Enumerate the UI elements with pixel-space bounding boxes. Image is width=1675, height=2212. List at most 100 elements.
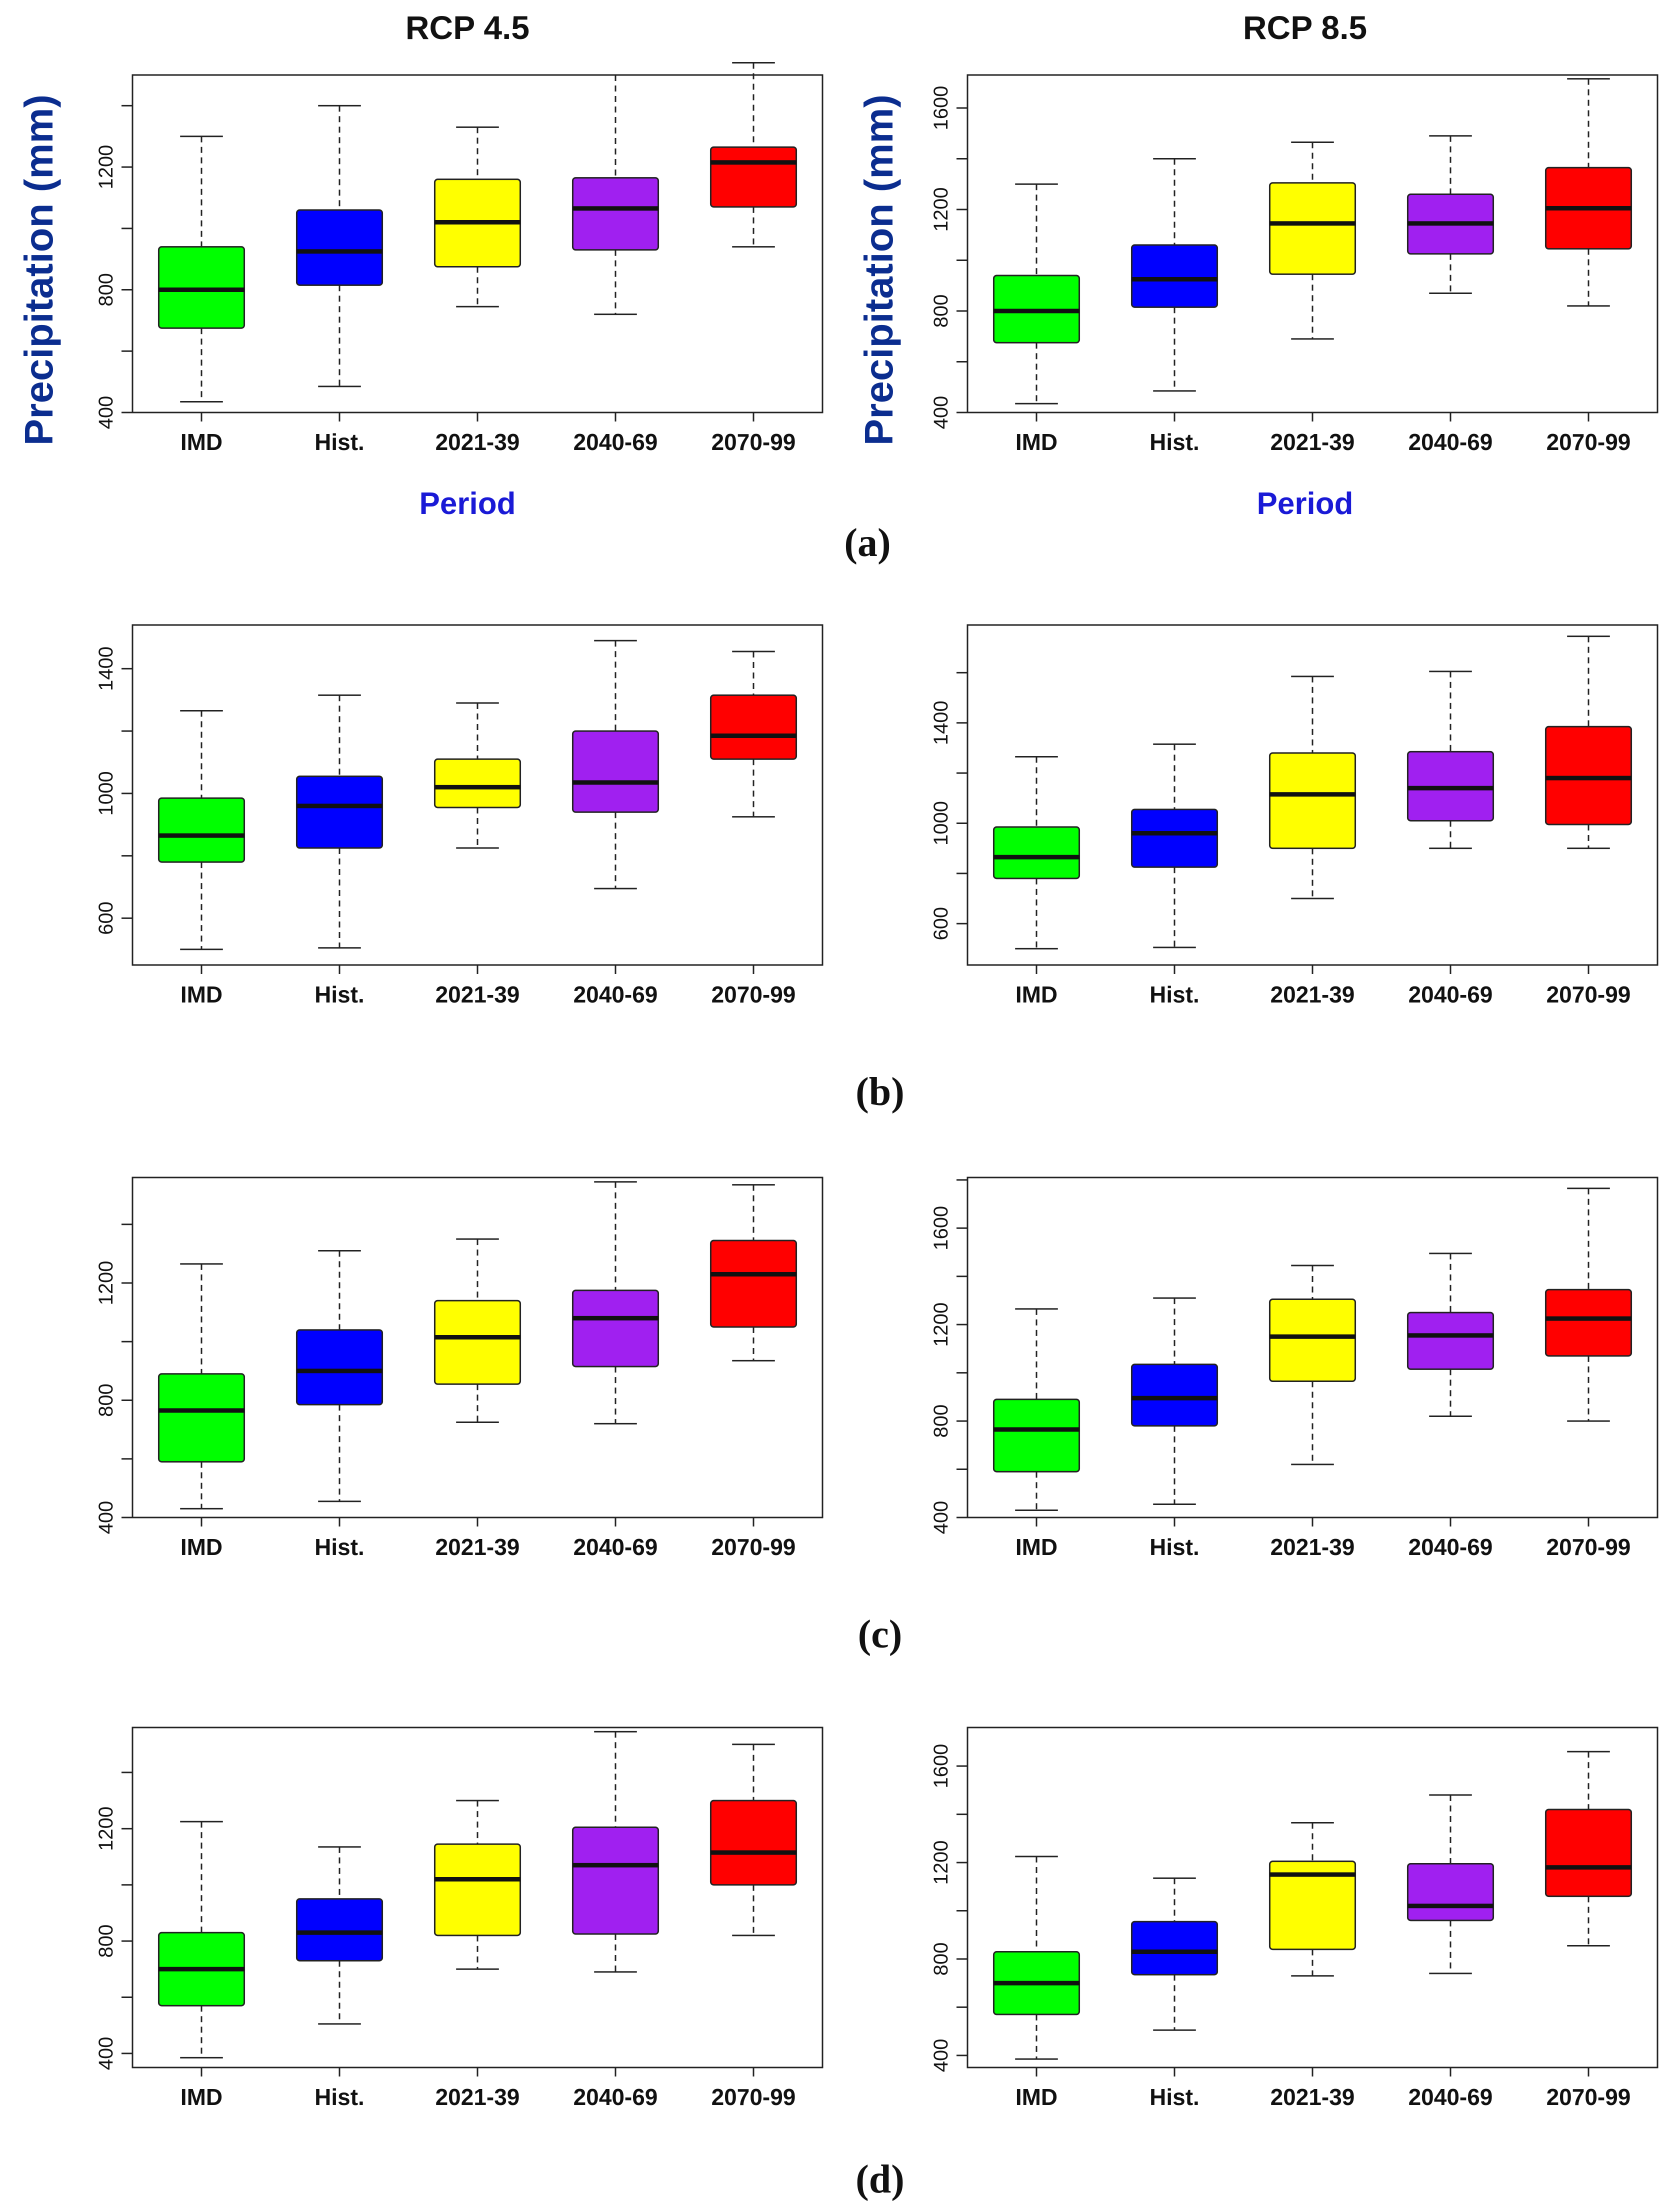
x-tick-label: 2021-39 (436, 429, 520, 455)
x-tick-label: 2021-39 (436, 982, 520, 1008)
chart-a-rcp85: 400 800 1200 1600 IMD Hist. 2021-39 2040-69 2070… (930, 74, 1658, 455)
x-tick-label: Hist. (1150, 982, 1200, 1008)
y-tick-label: 800 (930, 1404, 952, 1438)
box-hist- (1130, 808, 1218, 868)
box-2021-39 (1268, 752, 1356, 850)
x-tick-label: 2040-69 (1408, 1534, 1493, 1560)
y-tick-label: 400 (95, 2037, 117, 2070)
x-tick-label: Hist. (1150, 2084, 1200, 2110)
box-imd (158, 797, 246, 863)
y-tick-label: 1600 (930, 86, 952, 130)
x-axis-title-left: Period (420, 486, 516, 521)
x-tick-label: Hist. (314, 1534, 364, 1560)
box-hist- (296, 1898, 384, 1962)
x-tick-label: Hist. (314, 982, 364, 1008)
x-tick-label: 2021-39 (1270, 1534, 1355, 1560)
y-tick-label: 400 (930, 2039, 952, 2072)
x-tick-label: 2070-99 (1546, 982, 1631, 1008)
x-tick-label: IMD (180, 429, 222, 455)
box-2040-69 (1406, 1862, 1494, 1922)
y-tick-label: 1200 (95, 145, 117, 190)
box-2021-39 (434, 1843, 522, 1936)
y-tick-label: 1600 (930, 1744, 952, 1788)
y-tick-label: 1200 (930, 1302, 952, 1347)
x-tick-label: 2040-69 (1408, 429, 1493, 455)
box-2040-69 (572, 1290, 660, 1368)
y-tick-label: 800 (930, 1942, 952, 1976)
y-tick-label: 600 (930, 907, 952, 940)
chart-d-rcp85: 400 800 1200 1600 IMD Hist. 2021-39 2040-69 2070… (930, 1726, 1658, 2110)
x-tick-label: 2021-39 (436, 1534, 520, 1560)
x-axis-title-right: Period (1257, 486, 1354, 521)
y-tick-label: 800 (95, 273, 117, 306)
x-tick-label: IMD (1016, 982, 1058, 1008)
box-hist- (296, 1329, 384, 1406)
y-tick-label: 400 (95, 1501, 117, 1534)
box-hist- (296, 776, 384, 849)
y-tick-label: 800 (930, 294, 952, 328)
x-tick-label: 2021-39 (1270, 982, 1355, 1008)
x-tick-label: 2070-99 (712, 1534, 796, 1560)
x-tick-label: 2070-99 (712, 2084, 796, 2110)
y-axis-title-right: Precipitation (mm) (856, 94, 901, 446)
y-tick-label: 1600 (930, 1206, 952, 1250)
y-tick-label: 1400 (930, 700, 952, 745)
x-tick-label: 2040-69 (574, 429, 658, 455)
box-2070-99 (710, 694, 798, 760)
chart-b-rcp45: 600 1000 1400 IMD Hist. 2021-39 2040-69 2070-99 (95, 624, 824, 1008)
x-tick-label: 2021-39 (1270, 2084, 1355, 2110)
chart-c-rcp45: 400 800 1200 IMD Hist. 2021-39 2040-69 2070-99 (95, 1176, 824, 1560)
panel-label-b: (b) (856, 1070, 904, 1114)
box-2021-39 (1268, 182, 1356, 275)
column-title-rcp45: RCP 4.5 (406, 9, 530, 46)
y-tick-label: 1200 (930, 1840, 952, 1885)
x-tick-label: IMD (180, 982, 222, 1008)
box-imd (158, 246, 246, 329)
y-tick-label: 1000 (930, 801, 952, 846)
x-tick-label: IMD (1016, 2084, 1058, 2110)
x-tick-label: Hist. (314, 429, 364, 455)
box-2070-99 (710, 1240, 798, 1328)
box-imd (992, 826, 1080, 880)
x-tick-label: 2070-99 (712, 429, 796, 455)
box-hist- (1130, 1920, 1218, 1976)
y-axis-title-left: Precipitation (mm) (16, 94, 61, 446)
x-tick-label: 2040-69 (574, 2084, 658, 2110)
box-2070-99 (1544, 1288, 1632, 1357)
y-tick-label: 400 (95, 396, 117, 430)
box-imd (158, 1373, 246, 1463)
x-tick-label: 2070-99 (712, 982, 796, 1008)
x-tick-label: 2040-69 (1408, 2084, 1493, 2110)
box-2070-99 (1544, 726, 1632, 826)
panel-label-c: (c) (858, 1612, 902, 1656)
box-2070-99 (1544, 1808, 1632, 1898)
x-tick-label: 2040-69 (574, 1534, 658, 1560)
box-2021-39 (1268, 1298, 1356, 1382)
x-tick-label: 2021-39 (436, 2084, 520, 2110)
x-tick-label: Hist. (1150, 429, 1200, 455)
box-2040-69 (1406, 1312, 1494, 1370)
chart-b-rcp85: 600 1000 1400 IMD Hist. 2021-39 2040-69 2070-99 (930, 624, 1658, 1008)
panel-label-d: (d) (856, 2158, 904, 2202)
box-hist- (1130, 1364, 1218, 1427)
x-tick-label: 2040-69 (1408, 982, 1493, 1008)
box-imd (992, 1398, 1080, 1472)
box-2070-99 (710, 146, 798, 208)
y-tick-label: 400 (930, 396, 952, 430)
y-tick-label: 1000 (95, 771, 117, 816)
y-tick-label: 1200 (95, 1261, 117, 1306)
y-tick-label: 800 (95, 1924, 117, 1958)
box-2040-69 (572, 1826, 660, 1935)
box-hist- (296, 209, 384, 286)
x-tick-label: 2070-99 (1546, 429, 1631, 455)
box-2021-39 (1268, 1860, 1356, 1950)
x-tick-label: 2040-69 (574, 982, 658, 1008)
x-tick-label: IMD (1016, 429, 1058, 455)
x-tick-label: IMD (1016, 1534, 1058, 1560)
x-tick-label: IMD (180, 2084, 222, 2110)
x-tick-label: Hist. (314, 2084, 364, 2110)
x-tick-label: IMD (180, 1534, 222, 1560)
panel-label-a: (a) (844, 521, 890, 565)
